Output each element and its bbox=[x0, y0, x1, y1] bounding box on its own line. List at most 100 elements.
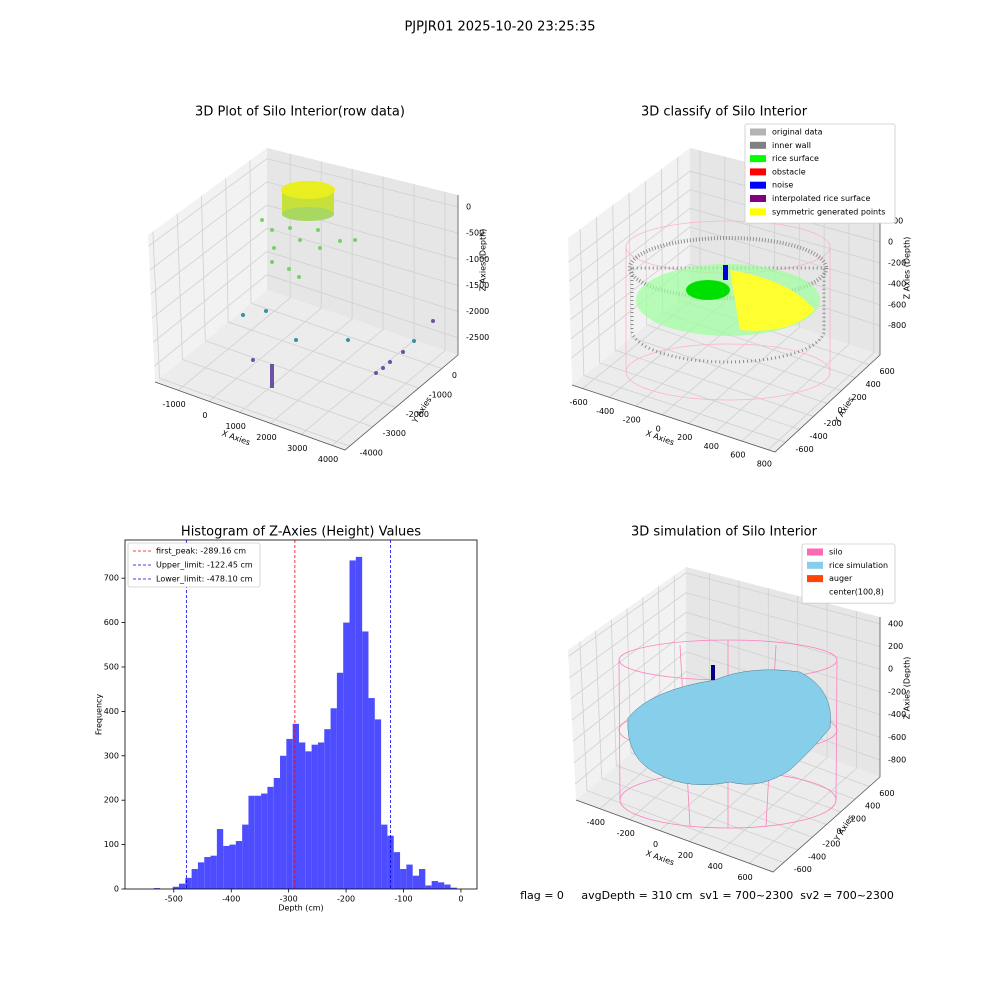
x-axis-label: X Axies bbox=[221, 429, 252, 448]
z-tick-label: -600 bbox=[888, 733, 906, 742]
bar bbox=[242, 824, 249, 889]
x-tick-label: 0 bbox=[458, 895, 463, 904]
y-axis-label: Y Axies bbox=[832, 813, 856, 843]
bar bbox=[381, 824, 388, 889]
y-tick-label: 600 bbox=[880, 367, 895, 376]
grid-line bbox=[719, 603, 828, 853]
grid-line bbox=[612, 204, 814, 417]
y-tick-label: -3000 bbox=[383, 429, 406, 438]
legend-label: original data bbox=[772, 128, 823, 137]
left-pane bbox=[568, 567, 686, 800]
y-tick-label: 400 bbox=[865, 802, 880, 811]
bar bbox=[431, 881, 438, 889]
plot-title: Histogram of Z-Axies (Height) Values bbox=[181, 525, 421, 540]
z-tick-label: -600 bbox=[888, 300, 906, 309]
legend-swatch bbox=[807, 548, 823, 556]
grid-line bbox=[688, 175, 800, 424]
z-tick-label: -2000 bbox=[466, 307, 489, 316]
bar bbox=[229, 844, 236, 889]
bar bbox=[235, 841, 243, 889]
y-tick-label: 100 bbox=[104, 840, 119, 849]
bar bbox=[450, 887, 457, 889]
grid-line bbox=[748, 610, 857, 864]
bar bbox=[267, 786, 274, 889]
grid-line bbox=[152, 251, 459, 343]
grid-line bbox=[249, 160, 442, 369]
bar bbox=[419, 869, 426, 889]
bar bbox=[178, 883, 186, 889]
z-axis-label: Z Axies (Depth) bbox=[903, 237, 912, 300]
grid-line bbox=[626, 608, 827, 825]
legend-swatch bbox=[750, 141, 766, 149]
noise bbox=[723, 265, 728, 280]
y-tick-label: 200 bbox=[851, 814, 866, 823]
y-tick-label: 0 bbox=[838, 406, 843, 415]
z-tick-label: 200 bbox=[888, 217, 903, 226]
grid-line bbox=[270, 176, 384, 424]
bar bbox=[261, 793, 268, 889]
grid-line bbox=[715, 181, 825, 433]
y-axis-label: Frequency bbox=[95, 694, 104, 736]
grid-line bbox=[239, 168, 353, 413]
bar bbox=[412, 875, 420, 889]
x-axis-label: X Axies bbox=[645, 849, 676, 868]
legend-label: center(100,8) bbox=[829, 587, 884, 596]
bar bbox=[343, 622, 350, 889]
legend-label: silo bbox=[829, 548, 843, 557]
grid-line bbox=[153, 274, 459, 367]
z-tick-label: -200 bbox=[888, 687, 906, 696]
grid-line bbox=[579, 228, 786, 443]
grid-line bbox=[568, 572, 881, 657]
z-tick-label: 0 bbox=[888, 238, 893, 247]
y-tick-label: -4000 bbox=[360, 449, 383, 458]
grid-line bbox=[149, 181, 459, 271]
grid-line bbox=[569, 226, 881, 320]
legend-box bbox=[127, 542, 261, 588]
legend-box bbox=[744, 123, 896, 224]
bar bbox=[292, 723, 299, 889]
bar bbox=[210, 855, 217, 889]
scatter-points bbox=[251, 319, 435, 388]
grid-line bbox=[331, 191, 446, 446]
bar bbox=[280, 755, 287, 889]
x-tick-label: 200 bbox=[678, 851, 693, 860]
z-tick-label: -500 bbox=[466, 229, 484, 238]
x-tick-label: 800 bbox=[757, 459, 772, 468]
y-tick-label: 600 bbox=[879, 789, 894, 798]
z-axis-label: Z Axies (Depth) bbox=[479, 229, 488, 292]
x-tick-label: 200 bbox=[677, 433, 692, 442]
z-axis-label: Z Axies (Depth) bbox=[903, 657, 912, 720]
legend-label: rice surface bbox=[772, 154, 819, 163]
z-tick-label: 200 bbox=[888, 642, 903, 651]
scatter-points bbox=[260, 218, 357, 279]
bar bbox=[248, 795, 255, 889]
x-tick-label: 0 bbox=[202, 411, 207, 420]
point-cloud bbox=[282, 207, 334, 221]
scatter-points bbox=[241, 309, 416, 343]
y-tick-label: 200 bbox=[852, 393, 867, 402]
bar bbox=[324, 729, 331, 889]
bar bbox=[311, 744, 318, 889]
bar bbox=[406, 864, 413, 889]
legend-swatch bbox=[807, 588, 823, 596]
bar bbox=[317, 742, 325, 889]
x-tick-label: -200 bbox=[337, 895, 355, 904]
grid-line bbox=[569, 207, 881, 301]
bar bbox=[400, 869, 407, 889]
legend-swatch bbox=[750, 168, 766, 176]
y-tick-label: 400 bbox=[104, 707, 119, 716]
bar bbox=[355, 556, 363, 889]
bar bbox=[336, 672, 344, 889]
x-tick-label: -100 bbox=[394, 895, 412, 904]
symmetric-points bbox=[730, 270, 815, 331]
bar bbox=[305, 751, 312, 889]
y-tick-label: 0 bbox=[837, 827, 842, 836]
grid-line bbox=[148, 158, 459, 247]
x-tick-label: 400 bbox=[708, 862, 723, 871]
bar bbox=[425, 885, 432, 889]
x-tick-label: -300 bbox=[280, 895, 298, 904]
floor-pane bbox=[572, 290, 880, 452]
grid-line bbox=[595, 630, 799, 851]
x-tick-label: -200 bbox=[617, 829, 635, 838]
x-tick-label: -600 bbox=[570, 398, 588, 407]
